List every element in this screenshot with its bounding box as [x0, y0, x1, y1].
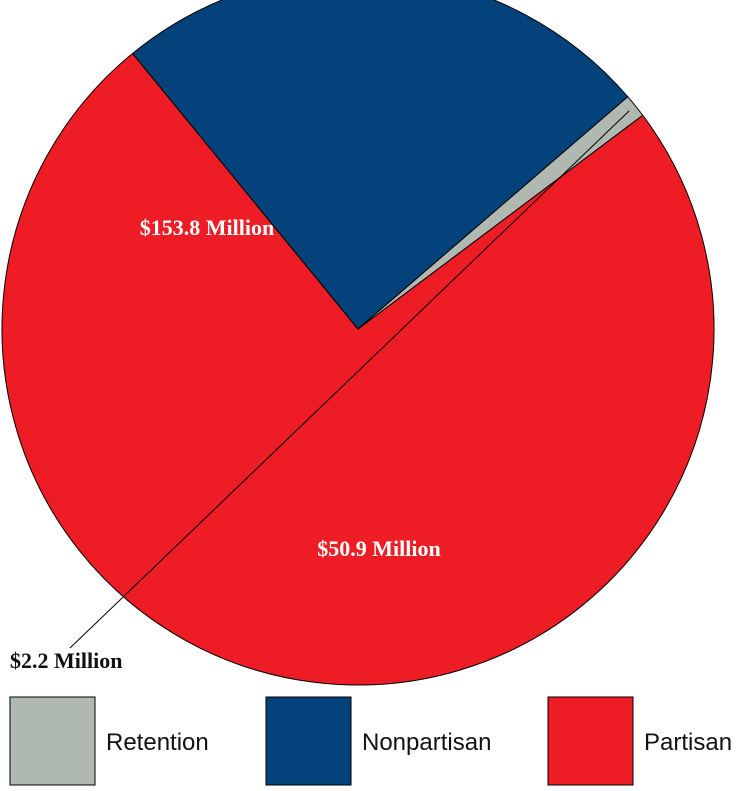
- slice-label-nonpartisan: $50.9 Million: [317, 536, 440, 561]
- legend-label-nonpartisan: Nonpartisan: [362, 729, 491, 756]
- legend: Retention Nonpartisan Partisan: [9, 696, 732, 786]
- slice-label-retention: $2.2 Million: [10, 648, 122, 673]
- legend-item-nonpartisan: Nonpartisan: [265, 696, 491, 786]
- legend-label-retention: Retention: [106, 729, 209, 756]
- legend-label-partisan: Partisan: [644, 729, 732, 756]
- pie-slice-nonpartisan: [132, 0, 629, 330]
- legend-item-retention: Retention: [9, 696, 209, 786]
- pie-slice-partisan: [1, 52, 715, 686]
- pie-slice-retention: [357, 96, 644, 330]
- legend-swatch-nonpartisan: [265, 696, 352, 786]
- legend-swatch-partisan: [547, 696, 634, 786]
- leader-line-retention: [69, 110, 630, 649]
- legend-swatch-retention: [9, 696, 96, 786]
- legend-item-partisan: Partisan: [547, 696, 732, 786]
- pie-slices: [1, 0, 715, 686]
- slice-label-partisan: $153.8 Million: [140, 215, 274, 240]
- slice-labels: $153.8 Million $50.9 Million $2.2 Million: [10, 110, 630, 673]
